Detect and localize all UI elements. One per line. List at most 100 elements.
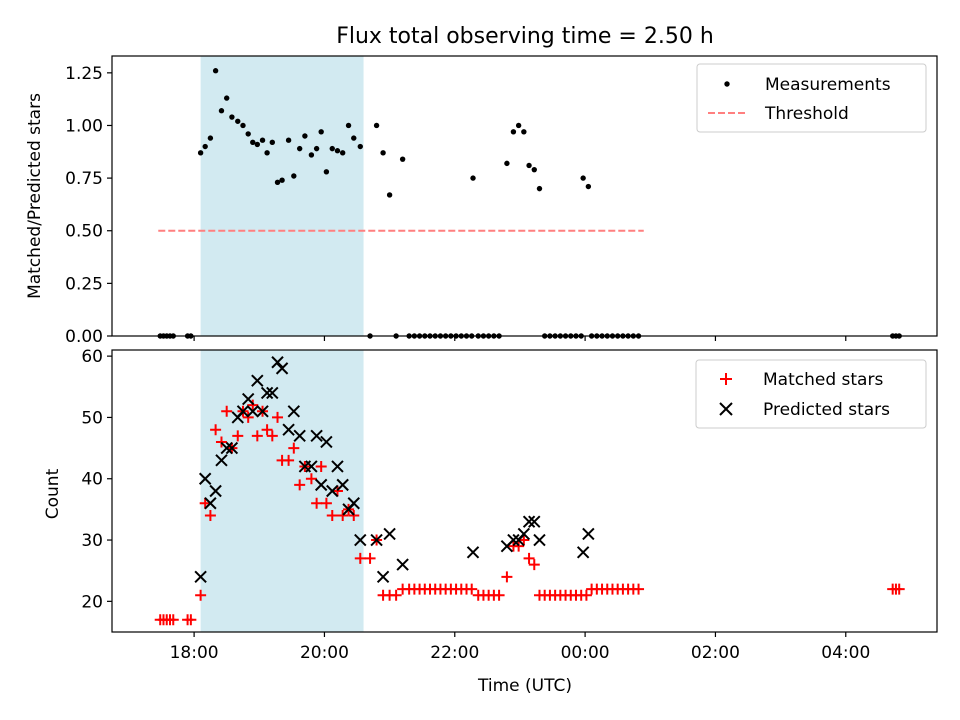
matched-star-point (305, 473, 317, 485)
measurement-point (302, 133, 308, 139)
measurement-point (351, 135, 357, 141)
legend-label-predicted: Predicted stars (763, 400, 890, 420)
measurement-point (207, 135, 214, 141)
measurement-point (470, 175, 476, 181)
predicted-star-point (370, 533, 383, 547)
measurement-point (536, 185, 543, 192)
measurement-point (318, 129, 324, 135)
x-tick-label: 20:00 (300, 643, 349, 663)
measurement-point (380, 150, 386, 156)
predicted-star-point (331, 460, 344, 473)
matched-star-point (210, 424, 222, 436)
matched-star-point (518, 534, 530, 546)
measurement-point (235, 118, 241, 124)
measurement-point (296, 145, 303, 152)
matched-star-point (232, 430, 244, 442)
legend-marker-matched (720, 373, 732, 385)
matched-star-point (320, 497, 332, 509)
x-tick-label: 00:00 (561, 643, 610, 663)
top-y-tick-label: 0.25 (65, 274, 103, 294)
measurement-point (504, 160, 510, 167)
matched-star-point (390, 589, 402, 601)
predicted-star-point (576, 546, 590, 559)
measurement-point (240, 122, 246, 129)
predicted-star-point (275, 362, 289, 375)
predicted-star-point (383, 527, 396, 541)
matched-star-point (528, 559, 540, 571)
predicted-star-point (241, 392, 255, 406)
measurement-point (264, 150, 270, 156)
matched-star-point (501, 571, 513, 583)
measurement-point (510, 129, 517, 135)
measurement-point (313, 145, 320, 152)
measurement-point (399, 156, 406, 162)
bottom-y-tick-label: 50 (81, 408, 103, 428)
x-tick-label: 04:00 (821, 643, 870, 663)
measurement-point (526, 162, 532, 169)
x-axis-label: Time (UTC) (477, 676, 572, 696)
predicted-star-point (533, 533, 546, 547)
matched-star-point (261, 424, 273, 436)
top-legend-box (696, 63, 927, 133)
measurement-point (339, 150, 346, 156)
predicted-star-point (198, 472, 212, 485)
legend-marker-measurements (724, 81, 730, 87)
top-legend: Measurements Threshold (696, 63, 927, 133)
predicted-star-point (517, 527, 531, 541)
legend-label-measurements: Measurements (765, 75, 891, 95)
top-y-tick-label: 1.25 (65, 64, 103, 84)
matched-star-point (348, 510, 360, 522)
bottom-y-tick-label: 30 (81, 531, 103, 551)
x-tick-label: 18:00 (170, 643, 219, 663)
matched-star-point (199, 497, 211, 509)
predicted-star-point (209, 484, 222, 498)
x-tick-label: 02:00 (691, 643, 740, 663)
predicted-star-point (376, 570, 390, 584)
matched-star-point (294, 479, 306, 491)
matched-star-point (247, 399, 259, 411)
measurement-point (259, 137, 266, 143)
predicted-star-point (347, 497, 360, 510)
bottom-legend: Matched stars Predicted stars (695, 359, 927, 429)
predicted-star-point (582, 527, 595, 541)
measurement-point (531, 166, 537, 173)
top-y-tick-label: 0.00 (65, 327, 103, 347)
predicted-star-point (246, 405, 259, 418)
predicted-star-point (251, 374, 264, 387)
matched-star-point (633, 583, 645, 595)
matched-star-point (523, 552, 535, 564)
bottom-legend-box (695, 359, 927, 429)
legend-label-matched: Matched stars (763, 370, 883, 390)
measurement-point (515, 122, 522, 129)
predicted-star-point (528, 515, 541, 528)
measurement-point (373, 122, 380, 129)
top-axes-frame (111, 55, 938, 337)
predicted-star-point (287, 405, 301, 418)
matched-star-point (288, 442, 300, 454)
matched-star-point (251, 430, 263, 442)
matched-star-point (195, 589, 207, 601)
predicted-star-point (282, 423, 295, 436)
measurement-point (218, 108, 225, 114)
predicted-star-point (320, 435, 333, 449)
predicted-star-point (236, 405, 250, 418)
measurement-point (329, 145, 335, 152)
bottom-y-tick-label: 60 (81, 347, 103, 367)
predicted-star-point (396, 558, 409, 571)
top-observing-span (200, 56, 364, 336)
measurement-point (202, 143, 208, 150)
top-panel: 0.00 0.25 0.50 0.75 1.00 1.25 (65, 55, 938, 347)
matched-star-point (221, 405, 233, 417)
measurement-point (254, 141, 261, 148)
measurement-point (223, 95, 230, 101)
predicted-star-point (215, 454, 228, 467)
matched-star-point (466, 583, 478, 595)
predicted-star-point (522, 515, 536, 528)
predicted-star-point (466, 546, 480, 559)
measurement-point (269, 139, 276, 146)
matched-star-point (215, 436, 227, 448)
measurement-point (323, 169, 330, 175)
top-y-axis-label: Matched/Predicted stars (25, 93, 45, 299)
matched-star-point (331, 485, 343, 497)
